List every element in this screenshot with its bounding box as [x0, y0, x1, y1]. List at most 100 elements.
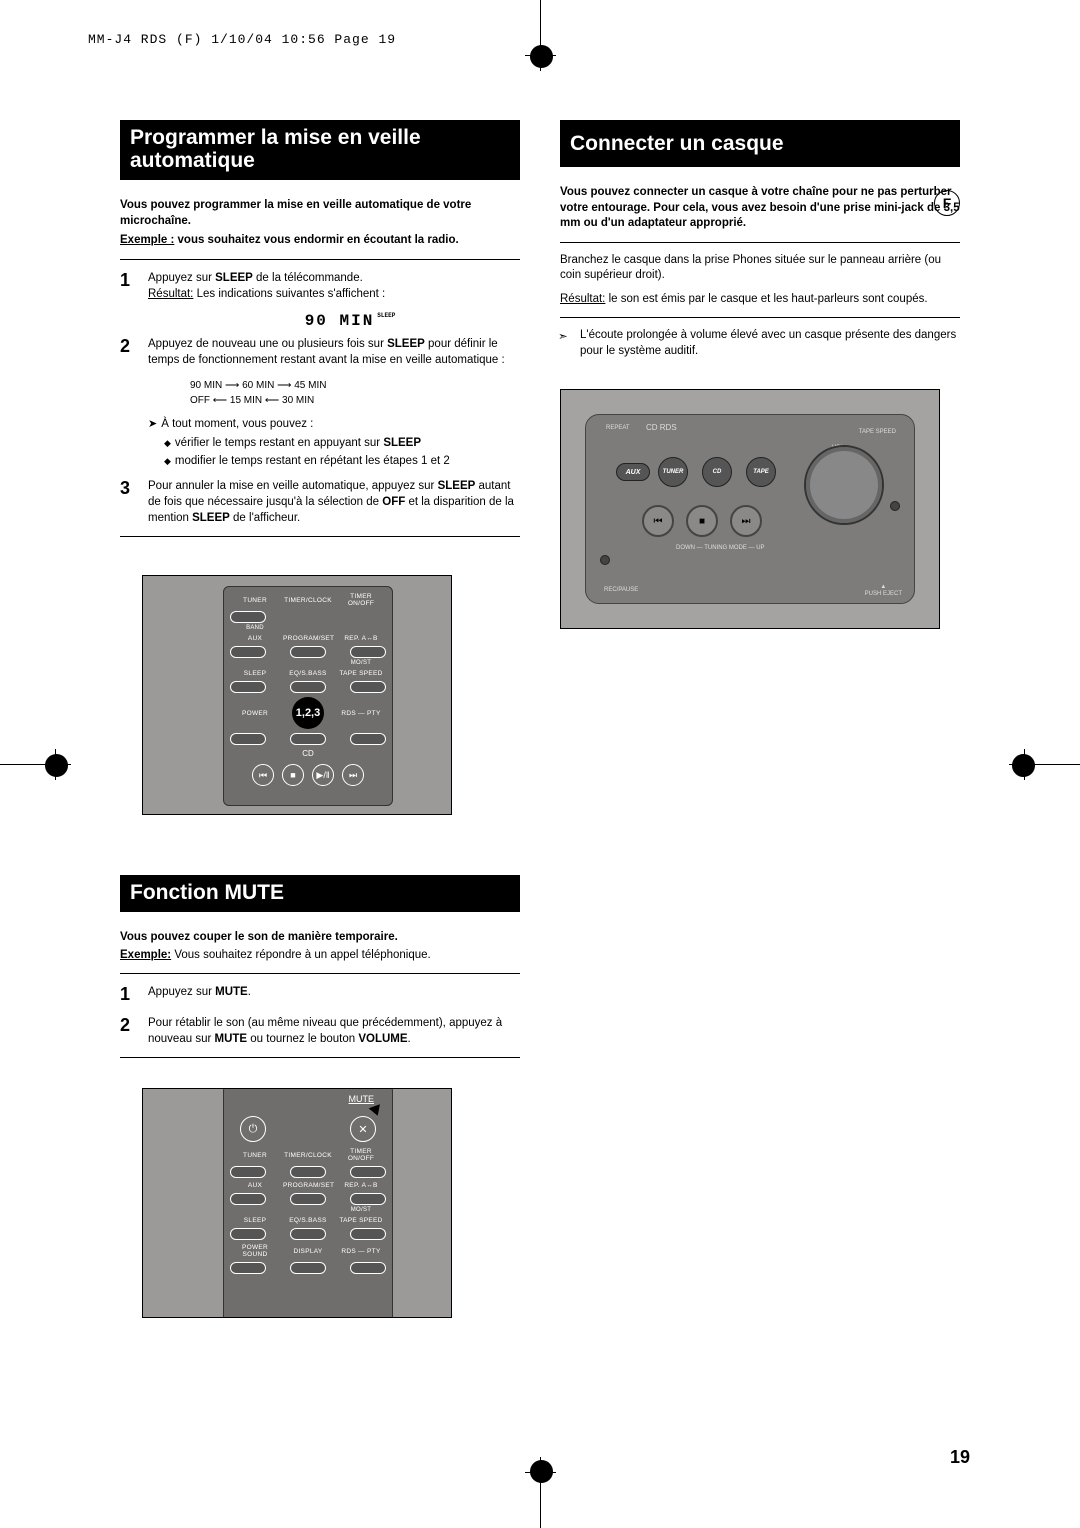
bullet-modify: modifier le temps restant en répétant le… — [120, 453, 520, 470]
step-body: Appuyez sur SLEEP de la télécommande. Ré… — [148, 270, 520, 302]
lbl-sleep: SLEEP — [230, 670, 280, 677]
lbl-powersound: POWER SOUND — [230, 1244, 280, 1258]
aux-button — [230, 1193, 266, 1205]
t: ou tournez le bouton — [247, 1033, 358, 1045]
crop-mark-top — [540, 0, 541, 70]
result-label: Résultat: — [148, 288, 193, 300]
crop-mark-right — [1010, 764, 1080, 765]
lbl-repab: REP. A↔B — [336, 1182, 386, 1189]
example-label: Exemple : — [120, 234, 174, 246]
band-button — [230, 1166, 266, 1178]
t: Appuyez de nouveau une ou plusieurs fois… — [148, 338, 387, 350]
separator — [560, 317, 960, 318]
t: VOLUME — [358, 1033, 407, 1045]
t: SLEEP — [192, 512, 230, 524]
dot-button — [600, 555, 610, 565]
pty-button — [350, 733, 386, 745]
t: L'écoute prolongée à volume élevé avec u… — [580, 329, 956, 357]
warning-arrow-icon: ➣ — [558, 330, 568, 346]
moist-button — [350, 1193, 386, 1205]
device-panel: REPEAT CD RDS TAPE SPEED AUX TUNER CD TA… — [585, 414, 915, 604]
section-title-headphone: Connecter un casque — [560, 120, 960, 167]
mute-label: MUTE — [349, 1094, 375, 1104]
separator — [560, 242, 960, 243]
page-number: 19 — [950, 1447, 970, 1468]
mute-example: Exemple: Vous souhaitez répondre à un ap… — [120, 948, 520, 964]
step-body: Appuyez sur MUTE. — [148, 984, 520, 1005]
lbl-moist: MO/ST — [336, 660, 386, 666]
mute-step-1: 1 Appuyez sur MUTE. — [120, 984, 520, 1005]
lbl-cdrds: CD RDS — [646, 423, 677, 432]
step-body: Pour annuler la mise en veille automatiq… — [148, 478, 520, 526]
display-button — [290, 733, 326, 745]
t: Appuyez sur — [148, 272, 215, 284]
t: OFF — [382, 496, 405, 508]
cycle-row-1: 90 MIN ⟶ 60 MIN ⟶ 45 MIN — [190, 378, 520, 393]
example-text: vous souhaitez vous endormir en écoutant… — [174, 234, 458, 246]
aux-button: AUX — [616, 463, 650, 481]
t: Les indications suivantes s'affichent : — [193, 288, 385, 300]
lbl-display: DISPLAY — [283, 1248, 333, 1255]
sleep-button — [230, 681, 266, 693]
step-number: 1 — [120, 984, 148, 1005]
lbl-timerclock: TIMER/CLOCK — [283, 597, 333, 604]
lbl-rec: REC/PAUSE — [604, 587, 638, 593]
lbl-tuner: TUNER — [230, 1152, 280, 1159]
stop-icon: ■ — [686, 505, 718, 537]
sleep-cycle-diagram: 90 MIN ⟶ 60 MIN ⟶ 45 MIN OFF ⟵ 15 MIN ⟵ … — [190, 378, 520, 408]
headphone-instruction: Branchez le casque dans la prise Phones … — [560, 253, 960, 284]
step-body: Pour rétablir le son (au même niveau que… — [148, 1015, 520, 1047]
sleep-step-2: 2 Appuyez de nouveau une ou plusieurs fo… — [120, 336, 520, 368]
aux-button — [230, 646, 266, 658]
t: de l'afficheur. — [230, 512, 300, 524]
section-title-sleep: Programmer la mise en veille automatique — [120, 120, 520, 180]
t: SLEEP — [383, 437, 421, 449]
lbl-pusheject: ▲ PUSH EJECT — [865, 584, 902, 597]
t: Vous souhaitez répondre à un appel télép… — [171, 949, 431, 961]
headphone-intro: Vous pouvez connecter un casque à votre … — [560, 185, 960, 232]
crop-mark-bottom — [540, 1458, 541, 1528]
separator — [120, 536, 520, 537]
lbl-timeronoff: TIMER ON/OFF — [336, 1148, 386, 1162]
mute-intro: Vous pouvez couper le son de manière tem… — [120, 930, 520, 946]
lbl-pty: PTY — [367, 1248, 381, 1255]
display-readout: 90 MINSLEEP — [180, 312, 520, 330]
stop-icon: ■ — [282, 764, 304, 786]
lbl-sleep: SLEEP — [230, 1217, 280, 1224]
lbl-tapespeed: TAPE SPEED — [336, 1217, 386, 1224]
prev-icon: ⏮ — [252, 764, 274, 786]
lbl-band: BAND — [230, 625, 280, 631]
t: MUTE — [215, 1033, 248, 1045]
t: SLEEP — [215, 272, 253, 284]
t: vérifier le temps restant en appuyant su… — [175, 437, 383, 449]
t: À tout moment, vous pouvez : — [161, 418, 313, 430]
sleep-step-3: 3 Pour annuler la mise en veille automat… — [120, 478, 520, 526]
nav-controls: ⏮ ■ ⏭ — [642, 505, 762, 537]
lbl-rds: RDS — [341, 1248, 356, 1255]
step-number: 2 — [120, 336, 148, 368]
lbl-tapespeed: TAPE SPEED — [859, 429, 896, 435]
step-callout-123: 1,2,3 — [292, 697, 324, 729]
lbl-programset: PROGRAM/SET — [283, 1182, 333, 1189]
lbl-repab: REP. A↔B — [336, 635, 386, 642]
lbl-timeronoff: TIMER ON/OFF — [336, 593, 386, 607]
t: . — [248, 986, 251, 998]
playpause-icon: ▶/‖ — [312, 764, 334, 786]
lbl-eqsbass: EQ/S.BASS — [283, 670, 333, 677]
cd-button: CD — [702, 457, 732, 487]
program-button — [290, 646, 326, 658]
t: MUTE — [215, 986, 248, 998]
lbl-pty: PTY — [367, 710, 381, 717]
tuner-button: TUNER — [658, 457, 688, 487]
lbl-aux: AUX — [230, 1182, 280, 1189]
cd-controls: ⏮ ■ ▶/‖ ⏭ — [230, 764, 386, 786]
step-number: 1 — [120, 270, 148, 302]
mute-step-2: 2 Pour rétablir le son (au même niveau q… — [120, 1015, 520, 1047]
remote-figure-sleep: TUNER TIMER/CLOCK TIMER ON/OFF BAND AUX … — [142, 575, 452, 815]
bullet-verify: vérifier le temps restant en appuyant su… — [120, 435, 520, 452]
t: SLEEP — [387, 338, 425, 350]
eq-button — [290, 681, 326, 693]
sleep-button — [230, 1228, 266, 1240]
display-text: 90 MIN — [305, 312, 375, 330]
band-button — [230, 611, 266, 623]
